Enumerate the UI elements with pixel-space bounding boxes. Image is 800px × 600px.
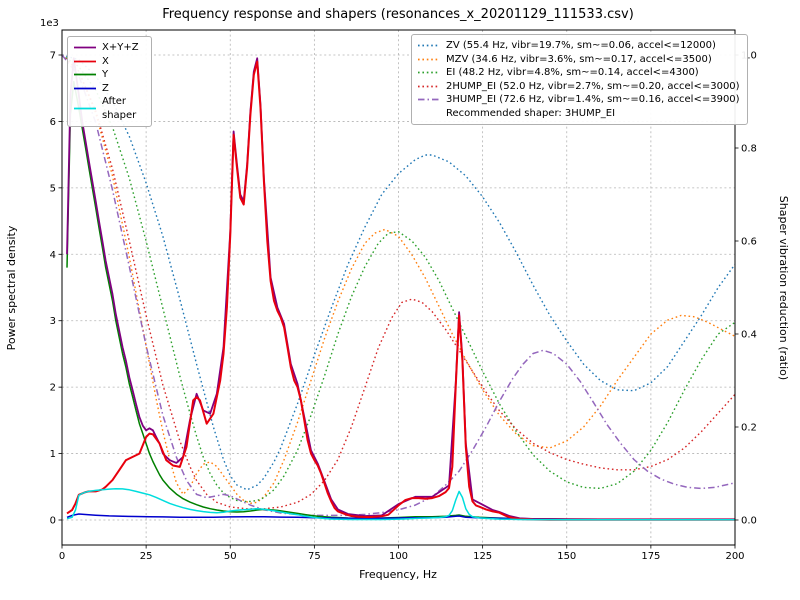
legend-label: X+Y+Z [102,42,139,53]
y-left-tick-label: 1 [50,449,56,460]
legend-entry: Y [73,68,144,82]
series-y [66,80,735,521]
x-axis-label: Frequency, Hz [359,568,437,581]
legend-entry: Z [73,82,144,96]
x-tick-label: 200 [725,551,744,562]
y-right-tick-label: 0.0 [741,516,757,527]
legend-footer: Recommended shaper: 3HUMP_EI [446,107,616,119]
y-right-tick-label: 0.2 [741,423,757,434]
legend-entry: 2HUMP_EI (52.0 Hz, vibr=2.7%, sm~=0.20, … [417,80,740,94]
x-tick-label: 0 [59,551,65,562]
legend-entry: X+Y+Z [73,41,144,55]
y-right-tick-label: 0.4 [741,330,757,341]
y-right-axis-label: Shaper vibration reduction (ratio) [777,196,790,380]
y-left-tick-label: 0 [50,516,56,527]
series-zv [62,54,735,491]
y-left-tick-label: 3 [50,316,56,327]
x-tick-label: 125 [473,551,492,562]
legend-right: ZV (55.4 Hz, vibr=19.7%, sm~=0.06, accel… [411,34,748,125]
legend-label: Y [102,69,109,80]
legend-left: X+Y+Z X Y Z After shaper [67,36,152,127]
legend-entry: After shaper [73,95,144,122]
legend-label: 3HUMP_EI (72.6 Hz, vibr=1.4%, sm~=0.16, … [446,94,740,105]
series-after_shaper [66,488,735,521]
y-left-tick-label: 7 [50,51,56,62]
legend-line-sample [74,46,96,49]
legend-entry: EI (48.2 Hz, vibr=4.8%, sm~=0.14, accel<… [417,66,740,80]
legend-label: EI (48.2 Hz, vibr=4.8%, sm~=0.14, accel<… [446,67,699,78]
x-tick-label: 75 [308,551,321,562]
legend-line-sample [418,58,440,61]
legend-label: 2HUMP_EI (52.0 Hz, vibr=2.7%, sm~=0.20, … [446,80,740,92]
legend-line-sample [418,44,440,47]
series-xyz [66,57,735,521]
legend-label: Z [102,82,109,94]
ticks-layer: 0 25 50 75 100 125 150 175 200 0 1 2 3 4 5 6 7 0.0 0.2 0.4 0… [50,51,757,563]
y-left-tick-label: 6 [50,117,56,128]
legend-entry: ZV (55.4 Hz, vibr=19.7%, sm~=0.06, accel… [417,39,740,53]
x-tick-label: 50 [224,551,237,562]
y-right-tick-label: 0.6 [741,237,757,248]
legend-line-sample [74,60,96,63]
y-left-axis-label: Power spectral density [5,225,18,350]
y-left-tick-label: 5 [50,183,56,194]
series-x [66,60,735,521]
legend-line-sample [418,71,440,74]
x-tick-label: 150 [557,551,576,562]
x-tick-label: 100 [389,551,408,562]
legend-label: ZV (55.4 Hz, vibr=19.7%, sm~=0.06, accel… [446,40,716,51]
y-axis-offset-text: 1e3 [40,18,59,29]
y-right-tick-label: 1.0 [741,51,757,62]
legend-label: X [102,55,109,67]
legend-line-sample [74,87,96,90]
y-left-tick-label: 4 [50,250,56,261]
legend-line-sample [74,73,96,76]
legend-entry: MZV (34.6 Hz, vibr=3.6%, sm~=0.17, accel… [417,53,740,67]
chart-title: Frequency response and shapers (resonanc… [162,7,634,22]
x-tick-label: 25 [140,551,153,562]
legend-label: MZV (34.6 Hz, vibr=3.6%, sm~=0.17, accel… [446,53,712,65]
legend-line-sample [418,98,440,101]
legend-entry: 3HUMP_EI (72.6 Hz, vibr=1.4%, sm~=0.16, … [417,93,740,107]
legend-label: After shaper [102,96,137,121]
x-tick-label: 175 [641,551,660,562]
y-right-tick-label: 0.8 [741,144,757,155]
legend-line-sample [74,107,96,110]
legend-line-sample [418,85,440,88]
legend-entry: X [73,55,144,69]
series-3hump_ei [62,54,735,517]
series-layer [62,54,735,521]
y-left-tick-label: 2 [50,383,56,394]
